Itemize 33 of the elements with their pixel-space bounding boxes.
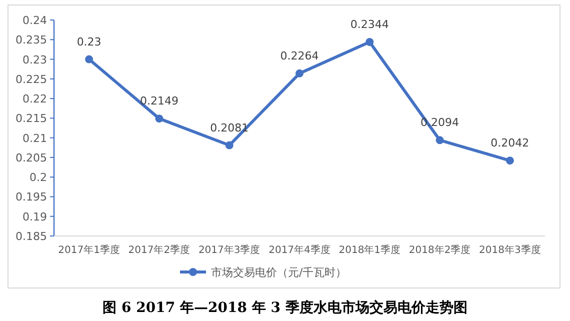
legend-label: 市场交易电价（元/千瓦时） [211,266,347,279]
data-label: 0.2264 [280,49,319,62]
y-tick-label: 0.205 [16,151,47,164]
data-label: 0.2042 [490,136,530,150]
x-tick-label: 2018年3季度 [479,244,541,256]
x-tick-label: 2017年3季度 [198,244,260,256]
point [436,136,444,144]
point [506,156,514,165]
y-tick-label: 0.23 [22,53,47,66]
y-tick-label: 0.195 [16,190,47,204]
point [155,114,164,123]
y-tick-label: 0.225 [16,72,47,86]
data-label: 0.2149 [140,94,178,108]
y-tick-label: 0.2 [30,171,47,184]
y-tick-label: 0.235 [16,34,47,47]
x-tick-label: 2018年1季度 [338,244,401,256]
point [366,38,374,46]
y-tick-label: 0.19 [22,210,47,224]
y-tick-label: 0.22 [22,92,47,106]
y-tick-label: 0.215 [16,112,47,126]
y-tick-label: 0.21 [22,132,47,145]
point [85,55,94,64]
point [296,69,304,78]
y-tick-label: 0.185 [16,230,47,243]
data-label: 0.2344 [350,18,389,31]
x-tick-label: 2017年4季度 [268,244,330,256]
x-tick-label: 2017年2季度 [128,244,190,256]
x-tick-label: 2018年2季度 [408,244,471,256]
y-tick-label: 0.24 [22,14,47,27]
x-tick-label: 2017年1季度 [58,244,120,256]
data-label: 0.23 [76,35,102,48]
point [225,141,234,150]
text: 图 6 2017 年—2018 年 3 季度水电市场交易电价走势图 [102,299,468,316]
